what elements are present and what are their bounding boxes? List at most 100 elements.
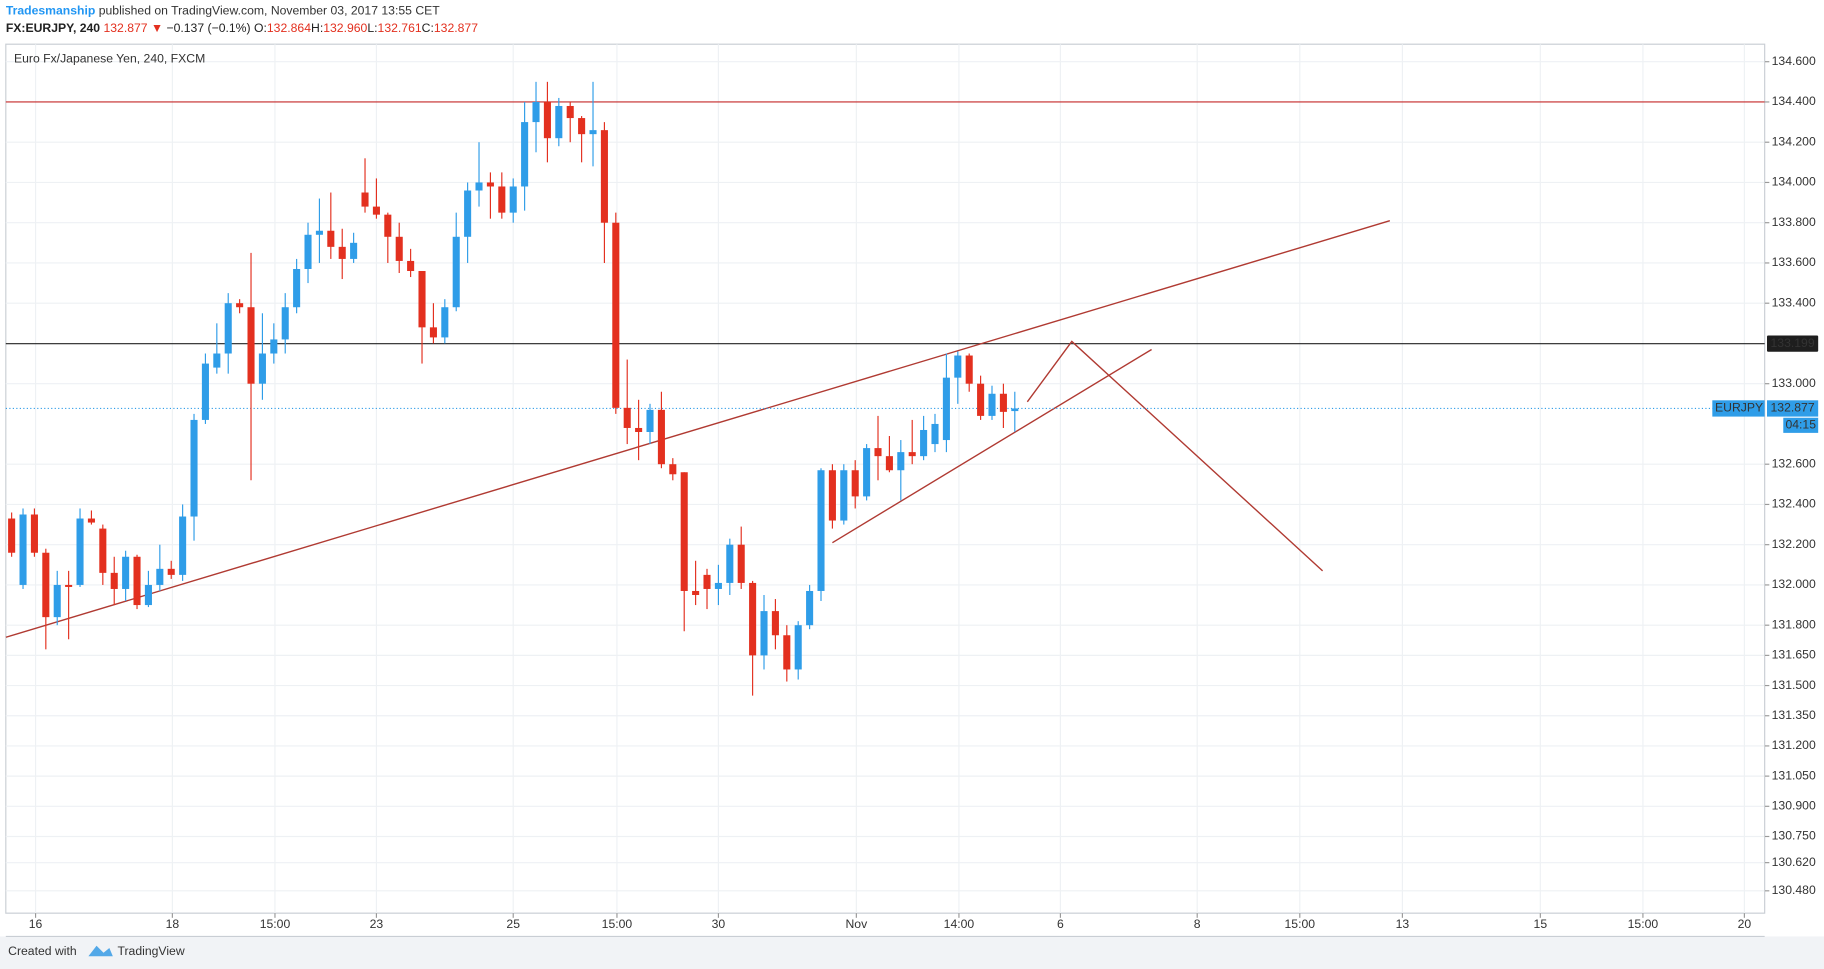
candle-body: [885, 456, 893, 471]
footer-text: Created with: [8, 944, 77, 958]
footer-band: [0, 936, 1824, 969]
candle-body: [486, 182, 494, 187]
candle-body: [749, 582, 757, 656]
x-tick-label: 14:00: [944, 917, 975, 931]
candle-body: [920, 429, 928, 457]
y-tick-label: 133.400: [1772, 295, 1816, 309]
candle-body: [532, 101, 540, 123]
candle-body: [509, 186, 517, 213]
x-tick-label: 23: [370, 917, 384, 931]
candle-body: [19, 514, 27, 585]
y-tick-label: 131.050: [1772, 768, 1816, 782]
candle-body: [828, 470, 836, 521]
y-tick-label: 132.200: [1772, 537, 1816, 551]
header-line-2: FX:EURJPY, 240 132.877 ▼ −0.137 (−0.1%) …: [6, 21, 478, 35]
y-tick-label: 130.900: [1772, 799, 1816, 813]
published-text: published on TradingView.com, November 0…: [99, 4, 441, 18]
y-tick-label: 132.400: [1772, 497, 1816, 511]
candle-body: [327, 230, 335, 247]
last-price-badge: [1767, 400, 1819, 417]
candle-body: [395, 236, 403, 261]
candle-body: [771, 611, 779, 636]
y-tick-label: 130.620: [1772, 855, 1816, 869]
candle-body: [452, 236, 460, 308]
candle-body: [441, 307, 449, 338]
x-tick-label: 15:00: [1285, 917, 1316, 931]
candle-body: [806, 590, 814, 626]
header-line-1: Tradesmanship published on TradingView.c…: [6, 4, 440, 18]
y-tick-label: 131.800: [1772, 617, 1816, 631]
ohlc-key: H:: [311, 21, 323, 35]
y-tick-label: 131.350: [1772, 708, 1816, 722]
candle-body: [646, 409, 654, 432]
change-text: −0.137 (−0.1%): [166, 21, 250, 35]
candle-body: [623, 407, 631, 428]
candle-body: [1011, 408, 1019, 412]
grid: [5, 44, 1765, 914]
candle-body: [156, 568, 164, 585]
candle-body: [817, 470, 825, 591]
last-price-badge-label: 132.877: [1771, 401, 1815, 415]
drawings: [5, 101, 1765, 638]
candle-body: [692, 590, 700, 596]
candle-body: [543, 101, 551, 139]
y-tick-label: 133.600: [1772, 255, 1816, 269]
candle-body: [179, 516, 187, 575]
y-tick-label: 131.200: [1772, 738, 1816, 752]
candle-body: [350, 242, 358, 259]
candle-body: [372, 206, 380, 215]
change-arrow: ▼: [151, 21, 163, 35]
candle-body: [600, 130, 608, 223]
x-tick-label: 15:00: [260, 917, 291, 931]
ohlc-key: O:: [254, 21, 267, 35]
symbol-badge: [1712, 400, 1765, 417]
candle-body: [954, 355, 962, 378]
candle-body: [338, 246, 346, 259]
candle-body: [293, 268, 301, 308]
trend-line: [832, 348, 1152, 544]
candle-body: [521, 122, 529, 187]
y-tick-label: 132.000: [1772, 577, 1816, 591]
y-tick-label: 133.000: [1772, 376, 1816, 390]
y-tick-label: 134.200: [1772, 134, 1816, 148]
countdown-badge: [1783, 417, 1819, 433]
candle-body: [714, 582, 722, 589]
candles: [8, 81, 1019, 696]
candle-body: [133, 556, 141, 606]
candle-body: [76, 518, 84, 585]
y-tick-label: 130.480: [1772, 883, 1816, 897]
footer-logo: [88, 945, 113, 957]
candle-body: [201, 363, 209, 420]
ohlc-value: 132.864: [267, 21, 311, 35]
ohlc-value: 132.960: [323, 21, 367, 35]
trend-line: [5, 220, 1391, 638]
candle-body: [65, 584, 73, 587]
candle-body: [566, 105, 574, 119]
candle-body: [475, 182, 483, 191]
candle-body: [418, 271, 426, 328]
price-badge-label: 133.199: [1771, 336, 1815, 350]
candle-body: [384, 214, 392, 237]
candle-body: [578, 118, 586, 135]
candle-body: [53, 584, 61, 618]
candle-body: [315, 230, 323, 235]
candle-body: [840, 470, 848, 521]
price-badge: [1767, 335, 1819, 352]
candle-body: [99, 528, 107, 573]
ohlc-value: 132.877: [434, 21, 478, 35]
candle-body: [999, 393, 1007, 412]
ohlc-key: C:: [422, 21, 434, 35]
candle-body: [794, 625, 802, 670]
candle-body: [737, 544, 745, 583]
trend-line: [1026, 340, 1324, 572]
ohlc-key: L:: [367, 21, 377, 35]
candle-body: [635, 427, 643, 432]
candle-body: [680, 472, 688, 591]
candle-body: [931, 423, 939, 445]
x-tick-label: 13: [1396, 917, 1410, 931]
footer-brand[interactable]: TradingView: [117, 944, 184, 958]
candle-body: [555, 105, 563, 139]
y-tick-label: 130.750: [1772, 829, 1816, 843]
candle-body: [669, 464, 677, 475]
